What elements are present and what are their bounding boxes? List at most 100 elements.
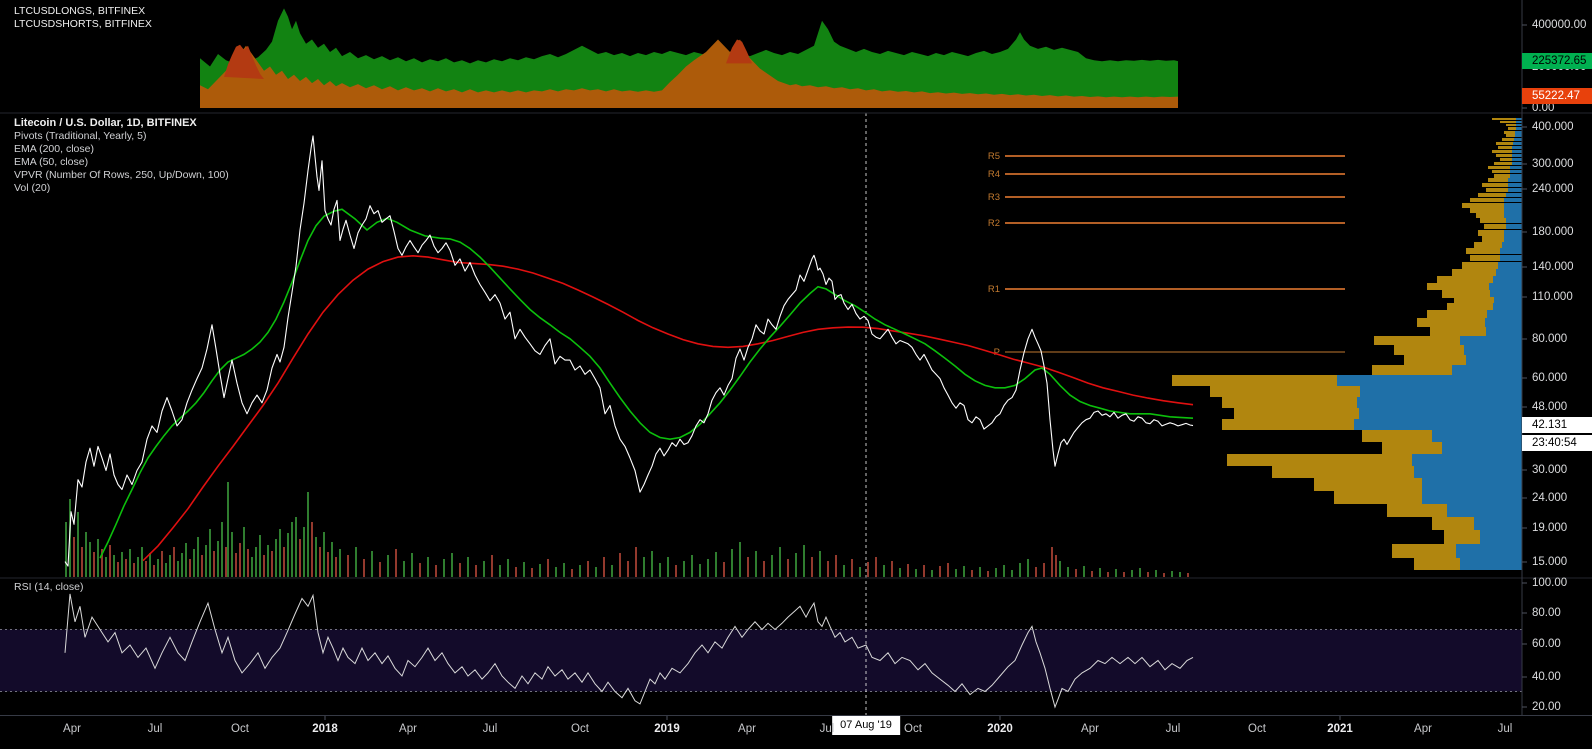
volume-bar: [979, 567, 981, 577]
time-tick-label: Jul: [1165, 723, 1181, 735]
volume-bar: [1115, 569, 1117, 577]
volume-bar: [595, 567, 597, 577]
vpvr-up-bar: [1480, 530, 1522, 544]
time-tick-label: 2021: [1327, 723, 1353, 735]
vpvr-down-bar: [1494, 174, 1510, 178]
volume-bar: [347, 555, 349, 577]
vpvr-down-bar: [1382, 442, 1442, 454]
indicator-ema200[interactable]: EMA (200, close): [14, 143, 94, 155]
main-price-tick-label: 240.000: [1532, 183, 1574, 195]
volume-bar: [197, 537, 199, 577]
volume-bar: [475, 565, 477, 577]
volume-bar: [419, 563, 421, 577]
vpvr-up-bar: [1512, 154, 1522, 157]
top-pane-legend[interactable]: LTCUSDLONGS, BITFINEX LTCUSDSHORTS, BITF…: [14, 5, 152, 31]
vpvr-down-bar: [1172, 375, 1337, 386]
indicator-vol[interactable]: Vol (20): [14, 182, 51, 194]
time-tick-label: Jul: [147, 723, 163, 735]
indicator-pivots[interactable]: Pivots (Traditional, Yearly, 5): [14, 130, 147, 142]
volume-bar: [819, 551, 821, 577]
volume-bar: [1099, 568, 1101, 577]
volume-bar: [1131, 570, 1133, 577]
indicator-rsi[interactable]: RSI (14, close): [14, 581, 84, 593]
volume-bar: [327, 552, 329, 577]
volume-bar: [205, 545, 207, 577]
vpvr-down-bar: [1492, 170, 1510, 173]
volume-bar: [923, 565, 925, 577]
vpvr-up-bar: [1508, 178, 1522, 182]
volume-bar: [939, 566, 941, 577]
volume-bar: [247, 549, 249, 577]
volume-bar: [227, 482, 229, 577]
main-pane-legend[interactable]: Litecoin / U.S. Dollar, 1D, BITFINEX Piv…: [14, 117, 229, 195]
volume-bar: [73, 537, 75, 577]
vpvr-up-bar: [1464, 345, 1522, 355]
vpvr-up-bar: [1493, 303, 1522, 311]
vpvr-down-bar: [1417, 318, 1485, 327]
vpvr-down-bar: [1506, 134, 1515, 137]
vpvr-down-bar: [1482, 236, 1504, 242]
volume-bar: [515, 567, 517, 577]
vpvr-up-bar: [1516, 124, 1522, 126]
vpvr-down-bar: [1488, 178, 1508, 182]
main-price-tick-label: 48.000: [1532, 401, 1568, 413]
volume-bar: [275, 539, 277, 577]
volume-bar: [1139, 568, 1141, 577]
volume-bar: [795, 553, 797, 577]
volume-bar: [499, 565, 501, 577]
volume-bar: [531, 568, 533, 577]
vpvr-up-bar: [1360, 386, 1522, 397]
vpvr-up-bar: [1498, 262, 1522, 269]
volume-bar: [659, 563, 661, 577]
time-tick-label: Apr: [738, 723, 756, 735]
vpvr-up-bar: [1516, 127, 1522, 130]
longs-area-series: [200, 8, 1178, 108]
vpvr-down-bar: [1492, 150, 1512, 153]
indicator-vpvr[interactable]: VPVR (Number Of Rows, 250, Up/Down, 100): [14, 169, 229, 181]
main-price-tick-label: 19.000: [1532, 522, 1568, 534]
volume-bar: [1003, 565, 1005, 577]
volume-bar: [635, 547, 637, 577]
volume-bar: [859, 567, 861, 577]
vpvr-up-bar: [1500, 255, 1522, 261]
rsi-pane-legend[interactable]: RSI (14, close): [14, 581, 83, 594]
volume-bar: [165, 563, 167, 577]
time-axis[interactable]: 07 Aug '19 Apr Jul Oct 2018 Apr Jul Oct 2019 Apr…: [0, 715, 1592, 749]
volume-bar: [411, 553, 413, 577]
crosshair-date-badge: 07 Aug '19: [832, 716, 900, 735]
volume-bar: [403, 561, 405, 577]
vpvr-up-bar: [1504, 213, 1522, 218]
volume-bar: [603, 557, 605, 577]
vpvr-down-bar: [1500, 158, 1512, 161]
longs-value-badge: 225372.65: [1522, 53, 1592, 69]
vpvr-down-bar: [1362, 430, 1432, 442]
indicator-ema50[interactable]: EMA (50, close): [14, 156, 89, 168]
volume-bar: [145, 561, 147, 577]
volume-bar: [129, 549, 131, 577]
vpvr-down-bar: [1470, 208, 1504, 213]
pivot-label-r4: R4: [988, 169, 1000, 180]
main-price-tick-label: 80.000: [1532, 333, 1568, 345]
vpvr-up-bar: [1422, 491, 1522, 504]
vpvr-down-bar: [1427, 283, 1489, 290]
vpvr-up-bar: [1516, 121, 1522, 123]
volume-bar: [995, 568, 997, 577]
symbol-title[interactable]: Litecoin / U.S. Dollar, 1D, BITFINEX: [14, 117, 197, 129]
volume-bar: [283, 547, 285, 577]
volume-bar: [299, 539, 301, 577]
volume-bar: [619, 553, 621, 577]
shorts-symbol-label[interactable]: LTCUSDSHORTS, BITFINEX: [14, 18, 152, 30]
price-axis[interactable]: 400000.00200000.000.00400.000300.000240.…: [1522, 0, 1592, 715]
longs-symbol-label[interactable]: LTCUSDLONGS, BITFINEX: [14, 5, 146, 17]
volume-bar: [883, 565, 885, 577]
volume-bar: [387, 555, 389, 577]
volume-bar: [683, 561, 685, 577]
vpvr-down-bar: [1430, 327, 1486, 336]
volume-bar: [731, 549, 733, 577]
vpvr-down-bar: [1414, 558, 1460, 570]
vpvr-up-bar: [1496, 269, 1522, 276]
volume-bar: [443, 559, 445, 577]
vpvr-up-bar: [1510, 170, 1522, 173]
